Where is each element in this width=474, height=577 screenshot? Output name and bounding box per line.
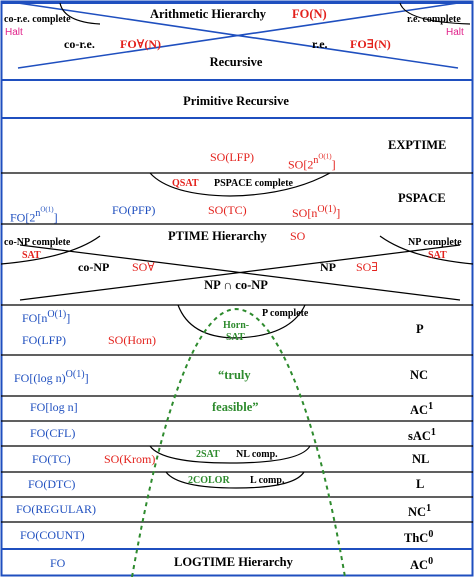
p-complete-label: P complete: [262, 308, 309, 319]
fo-label: FO: [50, 556, 66, 570]
so-krom-label: SO(Krom): [104, 452, 156, 466]
fo-n-poly-label: FO[nO(1)]: [22, 309, 71, 325]
truly-label: “truly: [218, 368, 251, 382]
re-label: r.e.: [312, 37, 328, 51]
fo-exists-n-label: FO∃(N): [350, 37, 391, 51]
co-re-complete-curve: [59, 2, 101, 25]
fo-lfp-label: FO(LFP): [22, 333, 67, 347]
thc0-label: ThC0: [404, 529, 434, 546]
so-2n-label: SO[2nO(1)]: [288, 153, 336, 172]
fo-count-label: FO(COUNT): [20, 528, 85, 542]
primitive-recursive-label: Primitive Recursive: [183, 94, 289, 108]
sat-right-label: SAT: [428, 250, 447, 261]
l-comp-label: L comp.: [250, 475, 285, 486]
re-complete-label: r.e. complete: [407, 14, 461, 25]
halt-right-label: Halt: [446, 27, 464, 38]
horn-sat-label-2: SAT: [226, 332, 245, 343]
nc-label: NC: [410, 368, 429, 382]
co-np-complete-label: co-NP complete: [4, 237, 71, 248]
arithmetic-hierarchy-label: Arithmetic Hierarchy: [149, 7, 267, 21]
ac0-label: AC0: [410, 556, 434, 573]
so-tc-label: SO(TC): [208, 203, 247, 217]
fo-2n-label: FO[2nO(1)]: [10, 206, 58, 225]
pspace-complete-curve: [149, 172, 331, 197]
exptime-label: EXPTIME: [388, 138, 447, 152]
p-label: P: [416, 322, 424, 336]
recursive-label: Recursive: [209, 55, 263, 69]
ac1-label: AC1: [410, 401, 434, 418]
fo-tc-label: FO(TC): [32, 452, 71, 466]
nc1-label: NC1: [408, 503, 432, 520]
co-re-complete-label: co-r.e. complete: [4, 14, 71, 25]
fo-pfp-label: FO(PFP): [112, 203, 156, 217]
np-cross-line-2: [19, 244, 461, 301]
two-sat-label: 2SAT: [196, 449, 220, 460]
sat-left-label: SAT: [22, 250, 41, 261]
pspace-complete-label: PSPACE complete: [214, 178, 293, 189]
np-cap-conp-label: NP ∩ co-NP: [204, 278, 268, 292]
so-lfp-label: SO(LFP): [210, 150, 255, 164]
fo-cfl-label: FO(CFL): [30, 426, 76, 440]
cross-line-2: [17, 2, 459, 69]
l-complete-curve: [165, 471, 305, 489]
qsat-label: QSAT: [172, 178, 199, 189]
truly-feasible-curve: [131, 307, 346, 577]
fo-n-label: FO(N): [292, 7, 327, 21]
nl-comp-label: NL comp.: [236, 449, 278, 460]
nl-label: NL: [412, 452, 430, 466]
so-label: SO: [290, 229, 306, 243]
horn-sat-label-1: Horn-: [223, 320, 250, 331]
re-complete-curve: [399, 2, 471, 25]
halt-left-label: Halt: [5, 27, 23, 38]
feasible-label: feasible”: [212, 400, 259, 414]
sac1-label: sAC1: [408, 427, 436, 444]
so-forall-label: SO∀: [132, 260, 155, 274]
fo-log-n-label: FO[log n]: [30, 400, 78, 414]
fo-forall-n-label: FO∀(N): [120, 37, 162, 51]
two-color-label: 2COLOR: [188, 475, 230, 486]
fo-logn-poly-label: FO[(log n)O(1)]: [14, 369, 89, 385]
co-np-complete-curve: [0, 235, 101, 265]
fo-regular-label: FO(REGULAR): [16, 502, 96, 516]
np-complete-curve: [379, 235, 474, 265]
logtime-hierarchy-label: LOGTIME Hierarchy: [174, 555, 293, 569]
np-label: NP: [320, 260, 336, 274]
co-re-label: co-r.e.: [64, 37, 95, 51]
ptime-hierarchy-label: PTIME Hierarchy: [168, 229, 267, 243]
l-label: L: [416, 477, 425, 491]
so-n-label: SO[nO(1)]: [292, 204, 341, 220]
so-horn-label: SO(Horn): [108, 333, 156, 347]
pspace-label: PSPACE: [398, 191, 446, 205]
fo-dtc-label: FO(DTC): [28, 477, 76, 491]
np-complete-label: NP complete: [408, 237, 462, 248]
so-exists-label: SO∃: [356, 260, 378, 274]
nl-complete-curve: [149, 445, 311, 464]
co-np-label: co-NP: [78, 260, 110, 274]
p-complete-curve: [177, 304, 306, 339]
